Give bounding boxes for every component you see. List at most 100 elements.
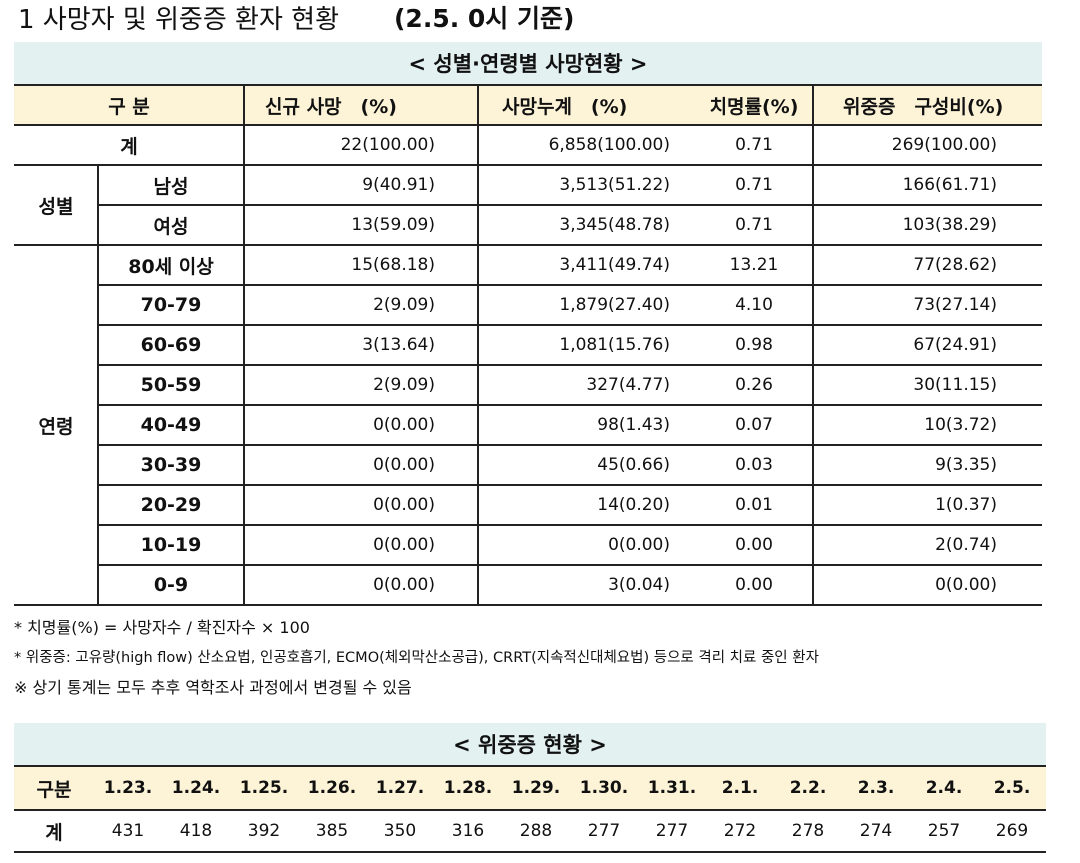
table-cell: 272 xyxy=(723,821,757,841)
h-rule xyxy=(14,163,1042,167)
h-rule xyxy=(98,204,1042,206)
table-cell: 0(0.00) xyxy=(373,575,435,595)
h-rule xyxy=(98,364,1042,366)
caption-bg xyxy=(14,723,1046,765)
table-cell: 3(0.04) xyxy=(608,575,670,595)
date-header: 1.31. xyxy=(647,778,697,798)
table-cell: 1,081(15.76) xyxy=(559,335,670,355)
date-header: 2.5. xyxy=(993,778,1031,798)
row-label: 0-9 xyxy=(153,574,189,596)
header-bg xyxy=(14,85,1042,125)
table-cell: 0.00 xyxy=(735,535,773,555)
row-label: 남성 xyxy=(153,175,189,198)
v-rule xyxy=(477,85,479,605)
table-cell: 2(9.09) xyxy=(373,295,435,315)
v-rule xyxy=(97,245,99,605)
table-cell: 0.07 xyxy=(735,415,773,435)
table-cell: 277 xyxy=(655,821,689,841)
table-cell: 316 xyxy=(451,821,485,841)
h-rule xyxy=(14,243,1042,247)
page-title: 1 사망자 및 위중증 환자 현황 xyxy=(18,4,339,35)
table-cell: 3,513(51.22) xyxy=(559,175,670,195)
column-header: 치명률(%) xyxy=(709,95,799,118)
table-cell: 1,879(27.40) xyxy=(559,295,670,315)
table-cell: 10(3.72) xyxy=(924,415,997,435)
table-caption: < 성별·연령별 사망현황 > xyxy=(408,52,648,76)
h-rule xyxy=(98,284,1042,286)
v-rule xyxy=(243,85,245,605)
table-cell: 45(0.66) xyxy=(597,455,670,475)
table-cell: 103(38.29) xyxy=(902,215,997,235)
table-cell: 277 xyxy=(587,821,621,841)
table-cell: 392 xyxy=(247,821,281,841)
table-cell: 0(0.00) xyxy=(373,455,435,475)
column-header: 구 분 xyxy=(108,95,150,118)
table-cell: 269 xyxy=(995,821,1029,841)
row-label: 60-69 xyxy=(140,334,202,356)
h-rule xyxy=(98,444,1042,446)
table-cell: 0.98 xyxy=(735,335,773,355)
h-rule xyxy=(14,83,1042,87)
column-header: 사망누계 (%) xyxy=(502,95,628,118)
table-cell: 288 xyxy=(519,821,553,841)
row-label: 50-59 xyxy=(140,374,202,396)
table-cell: 0(0.00) xyxy=(608,535,670,555)
row-label: 계 xyxy=(45,821,63,844)
table-cell: 13(59.09) xyxy=(351,215,435,235)
column-header: 신규 사망 (%) xyxy=(265,95,397,118)
row-label: 40-49 xyxy=(140,414,202,436)
table-cell: 1(0.37) xyxy=(935,495,997,515)
table-cell: 13.21 xyxy=(729,255,779,275)
table-cell: 0.03 xyxy=(735,455,773,475)
date-header: 1.30. xyxy=(579,778,629,798)
table-cell: 22(100.00) xyxy=(340,135,435,155)
table-cell: 6,858(100.00) xyxy=(548,135,670,155)
caption-bg xyxy=(14,42,1042,84)
table-cell: 3,345(48.78) xyxy=(559,215,670,235)
date-header: 2.3. xyxy=(857,778,895,798)
table-cell: 0(0.00) xyxy=(373,535,435,555)
table-cell: 2(9.09) xyxy=(373,375,435,395)
table-cell: 431 xyxy=(111,821,145,841)
table-cell: 67(24.91) xyxy=(913,335,997,355)
date-header: 2.2. xyxy=(789,778,827,798)
row-header: 구분 xyxy=(36,778,72,801)
h-rule xyxy=(14,850,1046,854)
table-cell: 0.71 xyxy=(735,215,773,235)
date-header: 2.1. xyxy=(721,778,759,798)
h-rule xyxy=(98,524,1042,526)
table-cell: 0.01 xyxy=(735,495,773,515)
table-cell: 3(13.64) xyxy=(362,335,435,355)
table-cell: 257 xyxy=(927,821,961,841)
date-header: 1.29. xyxy=(511,778,561,798)
table-cell: 3,411(49.74) xyxy=(559,255,670,275)
h-rule xyxy=(14,809,1046,811)
row-label: 계 xyxy=(120,135,138,158)
h-rule xyxy=(98,484,1042,486)
table-cell: 0(0.00) xyxy=(373,415,435,435)
table-cell: 274 xyxy=(859,821,893,841)
table-cell: 14(0.20) xyxy=(597,495,670,515)
row-label: 20-29 xyxy=(140,494,202,516)
date-header: 1.23. xyxy=(103,778,153,798)
table-cell: 9(40.91) xyxy=(362,175,435,195)
table-cell: 30(11.15) xyxy=(913,375,997,395)
table-cell: 166(61.71) xyxy=(902,175,997,195)
table-cell: 9(3.35) xyxy=(935,455,997,475)
footnote: * 위중증: 고유량(high flow) 산소요법, 인공호흡기, ECMO(… xyxy=(14,649,819,666)
date-header: 1.26. xyxy=(307,778,357,798)
date-header: 1.27. xyxy=(375,778,425,798)
table-cell: 269(100.00) xyxy=(891,135,997,155)
table-cell: 0.71 xyxy=(735,135,773,155)
table-caption: < 위중증 현황 > xyxy=(453,733,607,757)
column-header: 위중증 구성비(%) xyxy=(843,95,1004,118)
table-cell: 0.71 xyxy=(735,175,773,195)
date-header: 1.28. xyxy=(443,778,493,798)
footnote: ※ 상기 통계는 모두 추후 역학조사 과정에서 변경될 수 있음 xyxy=(14,678,412,697)
page-title-date: (2.5. 0시 기준) xyxy=(394,4,575,33)
table-cell: 4.10 xyxy=(735,295,773,315)
date-header: 1.24. xyxy=(171,778,221,798)
table-cell: 0(0.00) xyxy=(373,495,435,515)
h-rule xyxy=(98,404,1042,406)
header-bg xyxy=(14,766,1046,810)
